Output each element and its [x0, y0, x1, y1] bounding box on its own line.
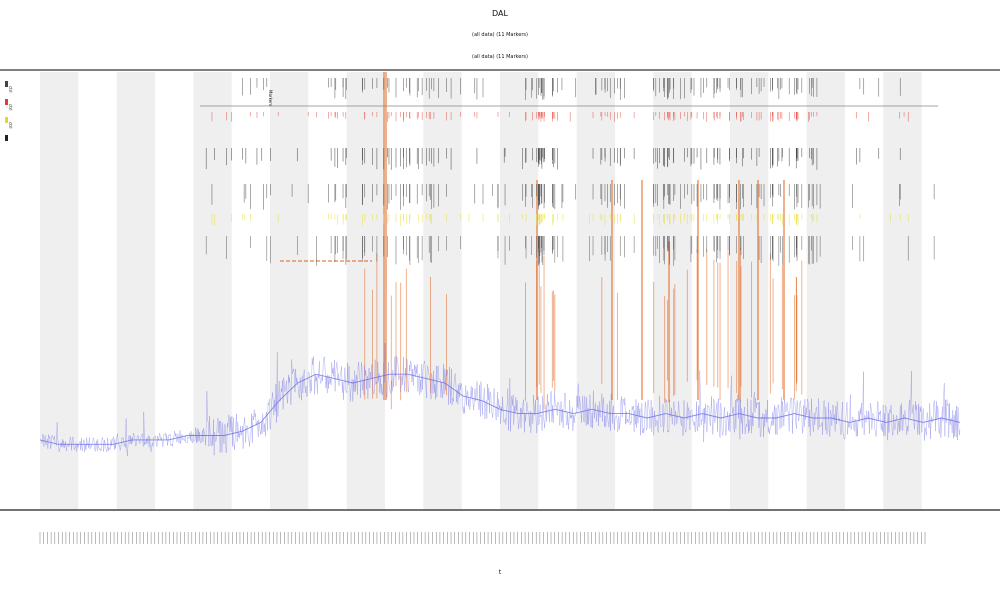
background-bands	[40, 72, 922, 510]
grid-band	[806, 72, 845, 510]
legend-swatch	[5, 99, 8, 105]
grid-band	[576, 72, 615, 510]
series-layer	[39, 343, 961, 457]
legend-label: ctrl	[8, 104, 13, 111]
grid-band	[346, 72, 385, 510]
legend-label: ctrl	[8, 122, 13, 129]
chart-title: DAL	[492, 9, 508, 18]
legend-swatch	[5, 81, 8, 87]
x-axis-label: t	[499, 569, 502, 576]
chart-subtitle-2: (all data) (11 Markers)	[472, 54, 528, 60]
marker-label: Markers	[268, 90, 273, 106]
grid-band	[423, 72, 462, 510]
series-noise	[39, 343, 961, 457]
series-line	[39, 373, 961, 445]
marker-rows	[200, 78, 938, 266]
grid-band	[653, 72, 692, 510]
grid-band	[730, 72, 769, 510]
legend-swatch	[5, 117, 8, 123]
grid-band	[40, 72, 79, 510]
grid-band	[500, 72, 539, 510]
grid-band	[270, 72, 309, 510]
grid-band	[883, 72, 922, 510]
chart-subtitle-1: (all data) (11 Markers)	[472, 32, 528, 38]
axes	[0, 69, 1000, 544]
legend-swatch	[5, 135, 8, 141]
event-lines	[280, 72, 803, 410]
legend: ctrl ctrl ctrl	[5, 81, 13, 141]
legend-label: ctrl	[8, 86, 13, 93]
